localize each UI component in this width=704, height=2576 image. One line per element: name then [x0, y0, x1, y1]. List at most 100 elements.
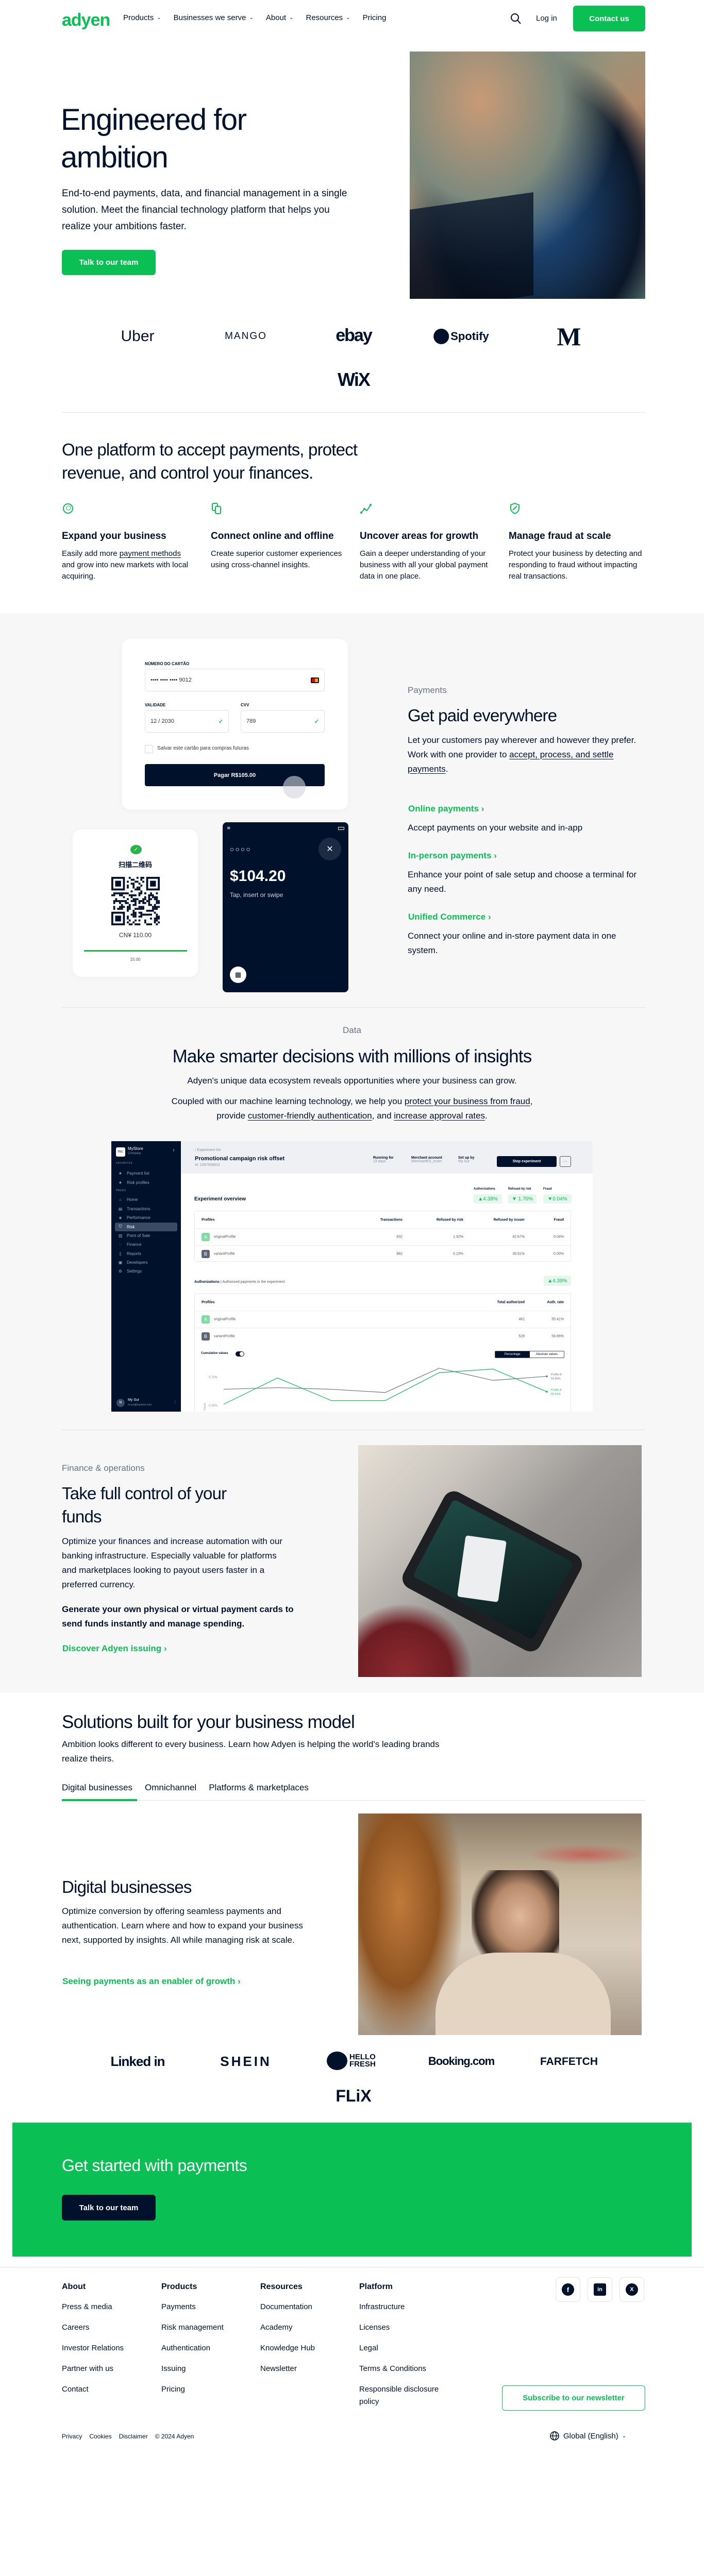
- privacy-link[interactable]: Privacy: [62, 2433, 82, 2440]
- profile-badge: A: [202, 1315, 210, 1324]
- contact-button[interactable]: Contact us: [573, 6, 645, 31]
- sidebar-item-home: ⌂ Home: [118, 1197, 138, 1202]
- authentication-link[interactable]: customer-friendly authentication: [247, 1111, 372, 1121]
- document-icon: ▯: [119, 1251, 122, 1256]
- user-name: My Sur: [128, 1398, 140, 1402]
- footer-link[interactable]: Legal: [359, 2344, 378, 2352]
- linkedin-link[interactable]: in: [588, 2277, 612, 2302]
- pin-dots: ○○○○: [230, 845, 252, 853]
- footer-link[interactable]: Contact: [62, 2385, 89, 2394]
- discover-issuing-link[interactable]: Discover Adyen issuing ›: [62, 1643, 167, 1654]
- link-label: Unified Commerce: [408, 912, 486, 922]
- shield-icon: ⛉: [119, 1224, 122, 1229]
- devices-icon: [212, 503, 221, 514]
- pages-label: PAGES: [116, 1189, 126, 1192]
- protect-fraud-link[interactable]: protect your business from fraud: [404, 1096, 530, 1106]
- nav-products[interactable]: Products ⌄: [123, 13, 161, 22]
- footer-link[interactable]: Licenses: [359, 2323, 390, 2332]
- finance-eyebrow: Finance & operations: [62, 1463, 145, 1473]
- footer-link[interactable]: Issuing: [161, 2364, 186, 2373]
- cookies-link[interactable]: Cookies: [89, 2433, 112, 2440]
- login-link[interactable]: Log in: [536, 14, 557, 23]
- logo-shein: SHEIN: [220, 2054, 272, 2069]
- nav-businesses[interactable]: Businesses we serve ⌄: [174, 13, 254, 22]
- payments-title: Get paid everywhere: [408, 706, 557, 725]
- y-tick-label: 0.70%: [209, 1376, 218, 1379]
- nav-resources[interactable]: Resources ⌄: [306, 13, 350, 22]
- auth-title: Authorizations: [194, 1280, 220, 1284]
- footer-link[interactable]: Newsletter: [260, 2364, 297, 2373]
- online-payments-link[interactable]: Online payments ›: [408, 804, 484, 814]
- tab-omnichannel[interactable]: Omnichannel: [145, 1783, 197, 1792]
- facebook-icon: f: [562, 2283, 574, 2296]
- nav-about[interactable]: About ⌄: [266, 13, 294, 22]
- qr-timer-bar: [84, 950, 187, 952]
- accept-process-settle-link[interactable]: accept, process, and settle payments: [408, 750, 614, 774]
- footer-link[interactable]: Academy: [260, 2323, 293, 2332]
- disclaimer-link[interactable]: Disclaimer: [119, 2433, 148, 2440]
- tab-digital[interactable]: Digital businesses: [62, 1783, 133, 1792]
- table-cell: 42.67%: [512, 1235, 525, 1239]
- language-selector[interactable]: Global (English) ⌄: [549, 2431, 626, 2441]
- tab-platforms[interactable]: Platforms & marketplaces: [209, 1783, 309, 1792]
- logo-booking: Booking.com: [428, 2055, 495, 2067]
- section-divider: [62, 412, 645, 413]
- hero-title: Engineered for ambition: [61, 101, 349, 176]
- table-cell: 39.91%: [512, 1252, 525, 1256]
- sidebar-item-finance: ◌ Finance: [118, 1242, 141, 1247]
- footer-link[interactable]: Terms & Conditions: [359, 2364, 427, 2373]
- footer-link[interactable]: Documentation: [260, 2302, 312, 2311]
- text: , provide: [216, 1096, 533, 1121]
- close-icon: ✕: [319, 838, 341, 860]
- footer-link[interactable]: Knowledge Hub: [260, 2344, 315, 2352]
- meta-setup: Set up by My Sur: [458, 1156, 475, 1163]
- wifi-icon: ≋: [227, 825, 231, 831]
- unified-commerce-link[interactable]: Unified Commerce ›: [408, 912, 491, 922]
- footer-link[interactable]: Authentication: [161, 2344, 211, 2352]
- in-person-payments-link[interactable]: In-person payments ›: [408, 851, 497, 861]
- footer-link[interactable]: Risk management: [161, 2323, 224, 2332]
- subscribe-button[interactable]: Subscribe to our newsletter: [502, 2385, 645, 2411]
- logo-linkedin: Linked in: [110, 2054, 165, 2069]
- footer-link[interactable]: Partner with us: [62, 2364, 114, 2373]
- tabs-baseline: [62, 1800, 645, 1801]
- footer-column-title: About: [62, 2282, 86, 2291]
- footer-link[interactable]: Infrastructure: [359, 2302, 405, 2311]
- nav-pricing[interactable]: Pricing: [363, 13, 387, 22]
- mastercard-icon: [311, 677, 319, 683]
- save-card-checkbox: [145, 745, 153, 753]
- footer-link[interactable]: Careers: [62, 2323, 90, 2332]
- diamond-icon: ◈: [119, 1215, 122, 1220]
- logo-farfetch: FARFETCH: [540, 2056, 598, 2067]
- footer-link[interactable]: Payments: [161, 2302, 196, 2311]
- footer-link[interactable]: Responsible disclosure policy: [359, 2385, 439, 2406]
- x-link[interactable]: X: [619, 2277, 644, 2302]
- profile-badge: B: [202, 1332, 210, 1341]
- panel-text: Optimize conversion by offering seamless…: [62, 1906, 303, 1945]
- search-icon[interactable]: [510, 12, 522, 27]
- growth-enabler-link[interactable]: Seeing payments as an enabler of growth …: [62, 1976, 241, 1987]
- profile-name: originalProfile: [214, 1235, 236, 1239]
- sidebar-item-developers: ▣ Developers: [118, 1260, 148, 1265]
- nav-label: Pricing: [362, 13, 387, 22]
- segment-absolute: Absolute values: [535, 1353, 558, 1356]
- facebook-link[interactable]: f: [556, 2277, 580, 2302]
- approval-rates-link[interactable]: increase approval rates: [394, 1111, 485, 1121]
- logo[interactable]: adyen: [62, 10, 110, 30]
- talk-to-team-button[interactable]: Talk to our team: [62, 250, 156, 275]
- data-text-1: Adyen's unique data ecosystem reveals op…: [187, 1076, 517, 1086]
- graph-icon: [360, 504, 372, 514]
- series-name-label: Profile B: [551, 1373, 562, 1376]
- section-divider: [62, 1007, 645, 1008]
- footer-link[interactable]: Pricing: [161, 2385, 185, 2394]
- column-header: Transactions: [380, 1218, 403, 1222]
- sidebar-label: Transactions: [127, 1207, 150, 1211]
- kpi-label: Fraud: [543, 1188, 552, 1191]
- footer-link[interactable]: Press & media: [62, 2302, 112, 2311]
- cta-talk-button[interactable]: Talk to our team: [62, 2195, 156, 2221]
- footer-link[interactable]: Investor Relations: [62, 2344, 124, 2352]
- link-label: Discover Adyen issuing: [62, 1643, 162, 1653]
- payment-methods-link[interactable]: payment methods: [119, 549, 181, 558]
- gear-icon: ⚙: [118, 1269, 123, 1274]
